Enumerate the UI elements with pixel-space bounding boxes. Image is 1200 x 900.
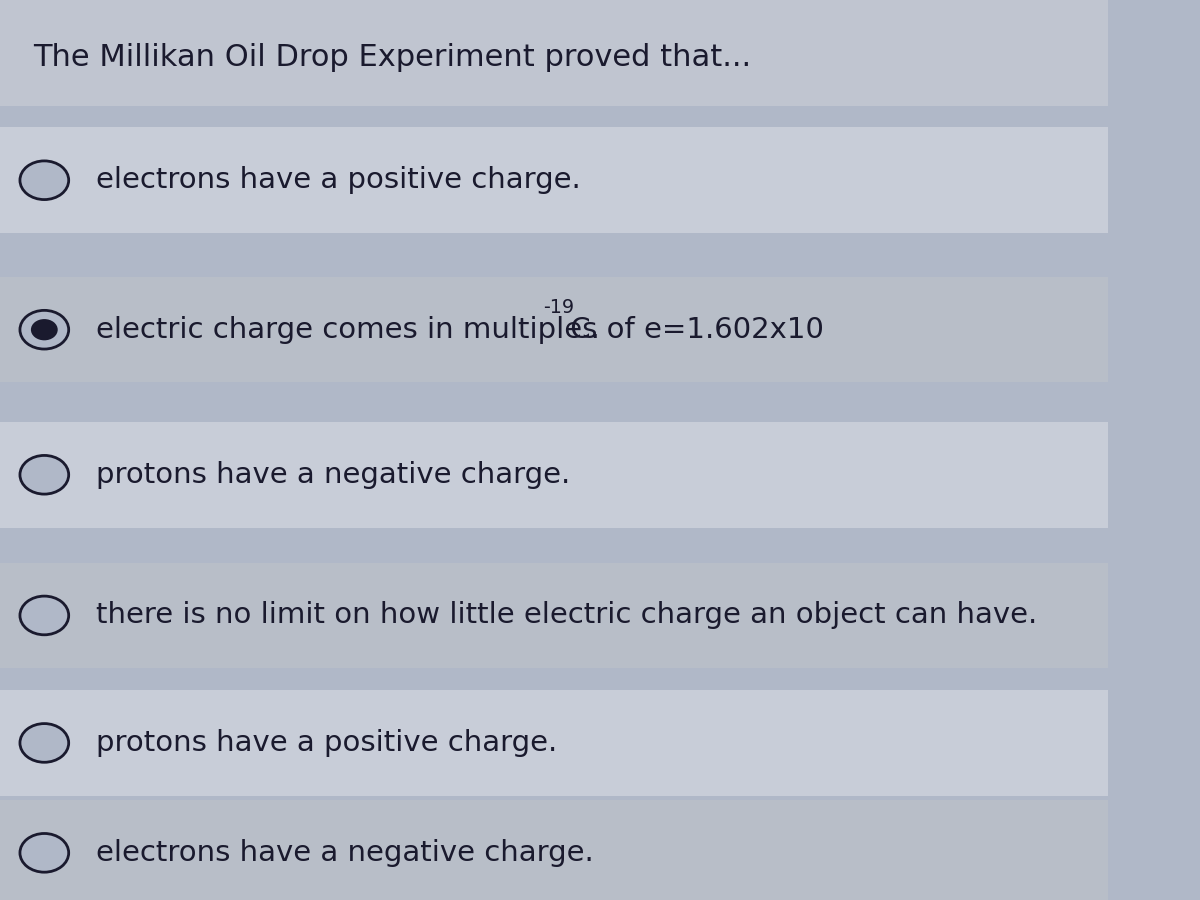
Text: protons have a positive charge.: protons have a positive charge. (96, 729, 558, 757)
Text: there is no limit on how little electric charge an object can have.: there is no limit on how little electric… (96, 601, 1038, 629)
Circle shape (20, 724, 68, 762)
Circle shape (20, 596, 68, 634)
FancyBboxPatch shape (0, 690, 1108, 796)
Circle shape (20, 310, 68, 349)
Circle shape (20, 833, 68, 872)
FancyBboxPatch shape (0, 800, 1108, 900)
Text: electrons have a negative charge.: electrons have a negative charge. (96, 839, 594, 867)
Text: C.: C. (562, 316, 600, 344)
Circle shape (31, 320, 58, 340)
FancyBboxPatch shape (0, 0, 1108, 105)
Circle shape (20, 455, 68, 494)
Text: -19: -19 (544, 298, 574, 317)
FancyBboxPatch shape (0, 277, 1108, 382)
Text: protons have a negative charge.: protons have a negative charge. (96, 461, 571, 489)
Text: The Millikan Oil Drop Experiment proved that...: The Millikan Oil Drop Experiment proved … (34, 42, 751, 72)
Text: electrons have a positive charge.: electrons have a positive charge. (96, 166, 581, 194)
Text: electric charge comes in multiples of e=1.602x10: electric charge comes in multiples of e=… (96, 316, 824, 344)
FancyBboxPatch shape (0, 422, 1108, 527)
FancyBboxPatch shape (0, 562, 1108, 668)
Circle shape (20, 161, 68, 200)
FancyBboxPatch shape (0, 128, 1108, 233)
